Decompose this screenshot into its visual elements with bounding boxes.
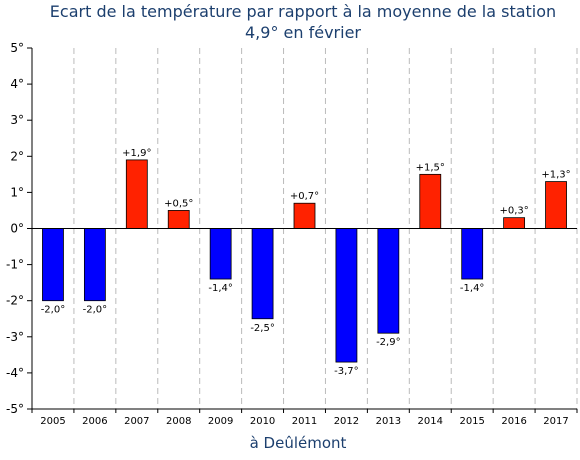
bar-2012 (335, 228, 358, 363)
data-label-2010: -2,5° (250, 323, 275, 334)
data-label-2011: +0,7° (290, 191, 319, 202)
data-label-2016: +0,3° (499, 206, 528, 217)
y-tick-label: -5° (6, 402, 24, 416)
data-label-2015: -1,4° (460, 283, 485, 294)
y-tick-label: -3° (6, 330, 24, 344)
bar-2006 (83, 228, 106, 302)
x-tick-label-2012: 2012 (334, 416, 359, 427)
y-tick-label: 2° (10, 149, 24, 163)
x-tick-label-2008: 2008 (166, 416, 191, 427)
bar-2015 (461, 228, 484, 280)
chart-title-line-1: Ecart de la température par rapport à la… (50, 2, 556, 21)
x-tick-label-2006: 2006 (82, 416, 107, 427)
bar-2009 (209, 228, 232, 280)
data-label-2013: -2,9° (376, 337, 401, 348)
axes (27, 47, 578, 413)
x-axis-label: à Deûlémont (250, 434, 347, 452)
data-label-2005: -2,0° (41, 305, 66, 316)
data-label-2006: -2,0° (83, 305, 108, 316)
x-tick-label-2015: 2015 (459, 416, 484, 427)
x-tick-label-2010: 2010 (250, 416, 275, 427)
x-tick-label-2013: 2013 (376, 416, 401, 427)
x-tick-label-2007: 2007 (124, 416, 149, 427)
data-label-2017: +1,3° (541, 170, 570, 181)
x-tick-label-2017: 2017 (543, 416, 568, 427)
bars (42, 159, 567, 363)
data-label-2009: -1,4° (208, 283, 233, 294)
bar-2007 (125, 159, 148, 229)
bar-2016 (503, 217, 526, 229)
y-tick-label: 5° (10, 41, 24, 55)
data-label-2007: +1,9° (122, 148, 151, 159)
y-tick-label: -4° (6, 366, 24, 380)
y-tick-label: 3° (10, 113, 24, 127)
y-tick-label: 0° (10, 222, 24, 236)
bar-2017 (545, 181, 567, 229)
x-tick-label-2005: 2005 (40, 416, 65, 427)
bar-2011 (293, 202, 316, 229)
chart-title-line-2: 4,9° en février (245, 23, 361, 42)
y-tick-label: -1° (6, 258, 24, 272)
bar-2008 (167, 210, 190, 229)
bar-2010 (251, 228, 274, 320)
data-label-2008: +0,5° (164, 198, 193, 209)
y-tick-label: 4° (10, 77, 24, 91)
x-tick-label-2014: 2014 (418, 416, 443, 427)
labels: -2,0° 2005 -2,0° 2006 +1,9° 2007 +0,5° 2008 -1,4… (6, 41, 571, 427)
x-tick-label-2009: 2009 (208, 416, 233, 427)
data-label-2014: +1,5° (416, 162, 445, 173)
bar-2013 (377, 228, 400, 334)
bar-2014 (419, 173, 442, 229)
y-tick-label: -2° (6, 294, 24, 308)
bar-2005 (42, 228, 64, 302)
data-label-2012: -3,7° (334, 366, 359, 377)
x-tick-label-2016: 2016 (501, 416, 526, 427)
x-tick-label-2011: 2011 (292, 416, 317, 427)
y-tick-label: 1° (10, 185, 24, 199)
